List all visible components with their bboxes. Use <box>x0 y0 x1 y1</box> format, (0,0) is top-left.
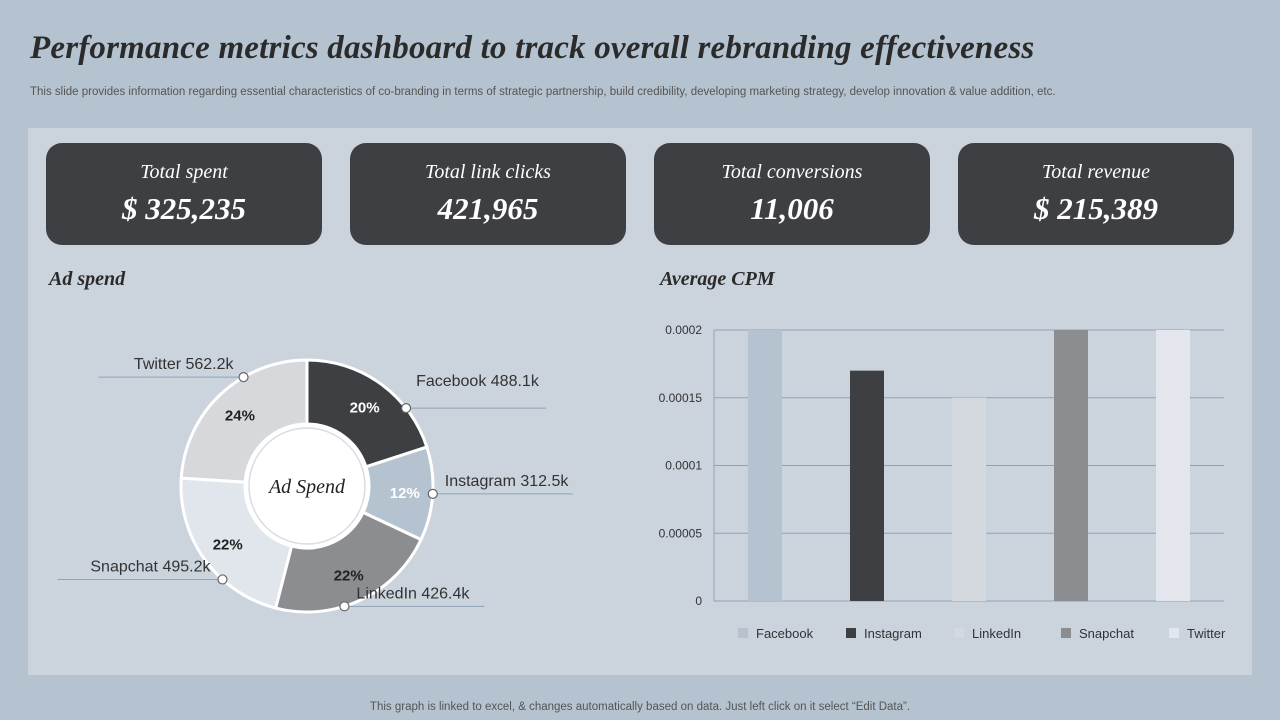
cpm-bar-instagram <box>850 370 884 601</box>
dashboard-panel: Total spent $ 325,235 Total link clicks … <box>28 128 1252 675</box>
donut-callout-snapchat: Snapchat 495.2k <box>90 558 211 575</box>
donut-pct-label-linkedin: 22% <box>334 568 364 585</box>
donut-pct-label-twitter: 24% <box>225 408 255 425</box>
kpi-value: $ 215,389 <box>1034 191 1158 226</box>
cpm-ytick-label: 0 <box>695 594 702 608</box>
cpm-legend-swatch-instagram <box>846 628 856 638</box>
kpi-card-total-conversions: Total conversions 11,006 <box>654 143 930 245</box>
donut-center-label: Ad Spend <box>267 476 346 498</box>
cpm-bar-facebook <box>748 330 782 601</box>
average-cpm-title: Average CPM <box>660 268 775 290</box>
donut-callout-facebook: Facebook 488.1k <box>416 373 540 390</box>
cpm-bar-linkedin <box>952 397 986 601</box>
page-title: Performance metrics dashboard to track o… <box>30 30 1035 66</box>
donut-center-ring <box>248 427 366 545</box>
cpm-ytick-label: 0.0002 <box>665 323 702 337</box>
kpi-card-total-link-clicks: Total link clicks 421,965 <box>350 143 626 245</box>
donut-callout-instagram: Instagram 312.5k <box>445 473 570 490</box>
donut-leader-dot <box>427 488 438 500</box>
cpm-ytick-label: 0.00015 <box>659 391 703 405</box>
donut-callout-linkedin: LinkedIn 426.4k <box>356 585 470 602</box>
average-cpm-bar-chart: 0 0.00005 0.0001 0.00015 0.0002 Facebook Insta… <box>659 323 1226 641</box>
cpm-legend-label-snapchat: Snapchat <box>1079 626 1134 641</box>
donut-leader-dot <box>400 403 412 414</box>
cpm-legend-label-linkedin: LinkedIn <box>972 626 1021 641</box>
donut-slice-twitter <box>179 358 309 484</box>
cpm-legend-label-instagram: Instagram <box>864 626 922 641</box>
donut-leader-dot <box>238 372 249 383</box>
kpi-label: Total link clicks <box>425 161 551 183</box>
donut-center <box>245 424 369 548</box>
kpi-label: Total conversions <box>721 161 863 183</box>
ad-spend-title: Ad spend <box>49 268 126 290</box>
kpi-label: Total revenue <box>1042 161 1150 183</box>
ad-spend-donut-chart: 20% 12% 22% 22% 24% Ad Spend Facebook 488.1k In… <box>57 356 573 614</box>
cpm-legend-swatch-linkedin <box>954 628 964 638</box>
donut-pct-label-instagram: 12% <box>390 485 420 502</box>
donut-pct-label-facebook: 20% <box>350 400 380 417</box>
cpm-legend-swatch-snapchat <box>1061 628 1071 638</box>
donut-callout-twitter: Twitter 562.2k <box>134 356 235 373</box>
kpi-value: 11,006 <box>750 191 834 226</box>
cpm-bar-snapchat <box>1054 330 1088 601</box>
kpi-value: $ 325,235 <box>122 191 246 226</box>
kpi-value: 421,965 <box>437 191 539 226</box>
donut-leader-dot <box>217 574 228 585</box>
cpm-ytick-label: 0.00005 <box>659 526 703 540</box>
page-subtitle: This slide provides information regardin… <box>30 86 1056 98</box>
kpi-card-total-revenue: Total revenue $ 215,389 <box>958 143 1234 245</box>
cpm-legend-label-facebook: Facebook <box>756 626 814 641</box>
donut-leader-dot <box>339 601 350 612</box>
kpi-label: Total spent <box>140 161 228 183</box>
cpm-bar-twitter <box>1156 330 1190 601</box>
cpm-legend-label-twitter: Twitter <box>1187 626 1226 641</box>
footer-note: This graph is linked to excel, & changes… <box>369 701 911 713</box>
donut-pct-label-snapchat: 22% <box>213 537 243 554</box>
kpi-card-total-spent: Total spent $ 325,235 <box>46 143 322 245</box>
cpm-ytick-label: 0.0001 <box>665 459 702 473</box>
cpm-legend-swatch-facebook <box>738 628 748 638</box>
cpm-legend-swatch-twitter <box>1169 628 1179 638</box>
